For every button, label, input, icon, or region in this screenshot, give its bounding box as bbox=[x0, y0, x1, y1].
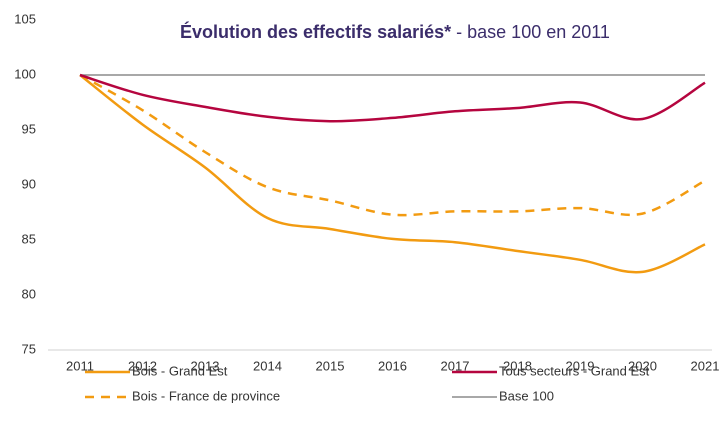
y-tick-label: 75 bbox=[22, 341, 36, 356]
series-line bbox=[79, 73, 706, 123]
x-tick-label: 2020 bbox=[628, 358, 657, 373]
legend-label: Bois - France de province bbox=[132, 388, 280, 403]
y-tick-label: 100 bbox=[14, 66, 36, 81]
chart-subtitle: - base 100 en 2011 bbox=[456, 22, 610, 42]
legend-label: Tous secteurs - Grand Est bbox=[499, 363, 650, 378]
x-tick-label: 2013 bbox=[191, 358, 220, 373]
x-tick-label: 2016 bbox=[378, 358, 407, 373]
series-line bbox=[79, 73, 706, 217]
x-tick-label: 2015 bbox=[316, 358, 345, 373]
x-tick-label: 2011 bbox=[66, 358, 94, 373]
chart-title-group: Évolution des effectifs salariés* - base… bbox=[180, 21, 610, 42]
x-tick-label: 2017 bbox=[441, 358, 470, 373]
x-tick-label: 2014 bbox=[253, 358, 282, 373]
y-tick-label: 105 bbox=[14, 11, 36, 26]
series-line bbox=[79, 74, 706, 274]
legend-label: Base 100 bbox=[499, 388, 554, 403]
y-tick-label: 90 bbox=[22, 176, 36, 191]
x-tick-label: 2018 bbox=[503, 358, 532, 373]
chart-title: Évolution des effectifs salariés* bbox=[180, 21, 451, 42]
legend-label: Bois - Grand Est bbox=[132, 363, 228, 378]
y-tick-label: 80 bbox=[22, 286, 36, 301]
x-tick-label: 2012 bbox=[128, 358, 157, 373]
x-tick-label: 2021 bbox=[691, 358, 720, 373]
x-tick-label: 2019 bbox=[566, 358, 595, 373]
y-tick-label: 85 bbox=[22, 231, 36, 246]
y-tick-label: 95 bbox=[22, 121, 36, 136]
